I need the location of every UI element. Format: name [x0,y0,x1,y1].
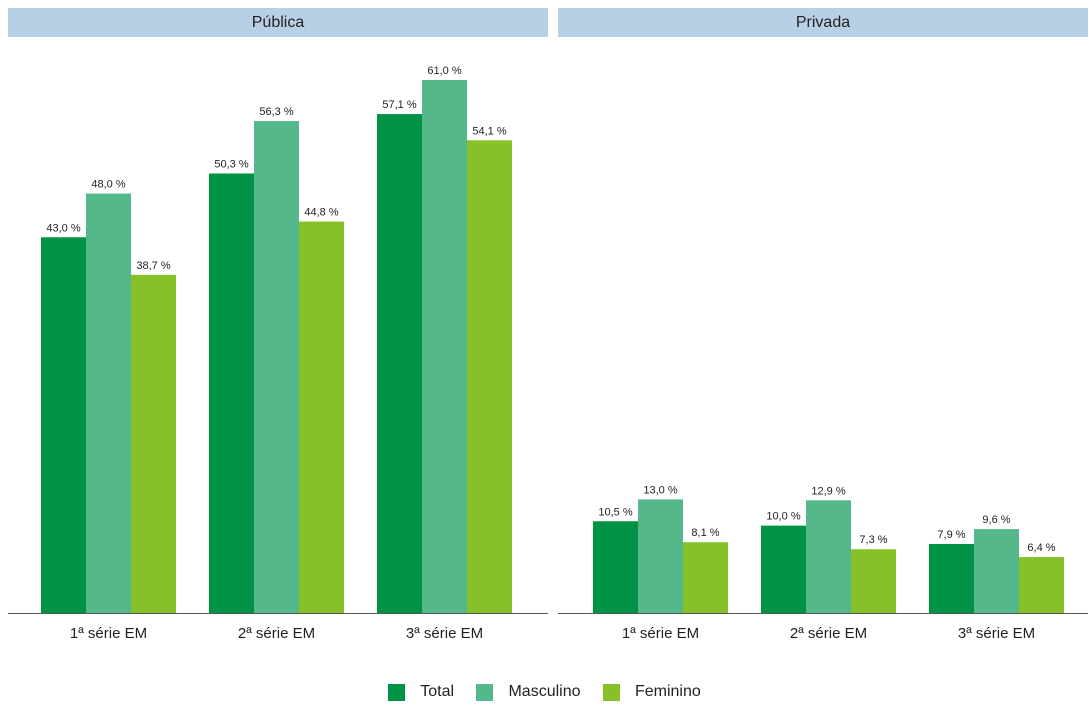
legend-item-total: Total [388,683,454,701]
bar-publica-1-total [41,237,86,613]
legend-swatch-feminino [602,683,620,701]
data-label-privada-2-total: 10,0 % [766,511,800,523]
category-label-privada-2: 2ª série EM [790,625,867,642]
legend-item-feminino: Feminino [602,683,701,701]
panel-title-publica: Pública [8,8,548,37]
bar-privada-2-masculino [806,500,851,613]
data-label-publica-3-feminino: 54,1 % [472,125,506,137]
category-label-privada-1: 1ª série EM [622,625,699,642]
data-label-publica-2-masculino: 56,3 % [259,106,293,118]
data-label-publica-1-feminino: 38,7 % [136,260,170,272]
data-label-privada-3-masculino: 9,6 % [982,514,1010,526]
bar-privada-1-masculino [638,499,683,613]
bar-privada-3-feminino [1019,557,1064,613]
category-label-publica-2: 2ª série EM [238,625,315,642]
bar-publica-1-masculino [86,193,131,614]
legend: Total Masculino Feminino [0,683,1089,706]
data-label-privada-3-total: 7,9 % [937,529,965,541]
legend-label-masculino: Masculino [508,683,581,700]
bar-publica-3-feminino [467,140,512,613]
data-label-privada-1-masculino: 13,0 % [643,484,677,496]
data-label-privada-2-masculino: 12,9 % [811,485,845,497]
data-label-privada-3-feminino: 6,4 % [1027,542,1055,554]
bar-privada-3-masculino [974,529,1019,613]
bar-privada-2-total [761,525,806,613]
legend-item-masculino: Masculino [476,683,581,701]
bar-publica-2-total [209,173,254,613]
bar-publica-2-feminino [299,221,344,613]
bar-privada-3-total [929,543,974,613]
bar-publica-1-feminino [131,274,176,613]
data-label-privada-2-feminino: 7,3 % [859,534,887,546]
bar-publica-3-total [377,114,422,613]
data-label-privada-1-feminino: 8,1 % [691,527,719,539]
data-label-publica-2-total: 50,3 % [214,158,248,170]
data-label-privada-1-total: 10,5 % [598,506,632,518]
legend-label-total: Total [420,683,455,700]
data-label-publica-3-total: 57,1 % [382,99,416,111]
bar-privada-1-total [593,521,638,613]
legend-label-feminino: Feminino [634,683,701,700]
category-label-privada-3: 3ª série EM [958,625,1035,642]
category-label-publica-3: 3ª série EM [406,625,483,642]
data-label-publica-3-masculino: 61,0 % [427,65,461,77]
bar-privada-2-feminino [851,549,896,613]
data-label-publica-1-total: 43,0 % [46,222,80,234]
bar-publica-2-masculino [254,121,299,614]
legend-swatch-masculino [476,683,494,701]
bar-privada-1-feminino [683,542,728,613]
legend-swatch-total [388,683,406,701]
data-label-publica-1-masculino: 48,0 % [91,179,125,191]
bar-publica-3-masculino [422,80,467,613]
category-label-publica-1: 1ª série EM [70,625,147,642]
data-label-publica-2-feminino: 44,8 % [304,207,338,219]
panel-title-privada: Privada [558,8,1088,37]
